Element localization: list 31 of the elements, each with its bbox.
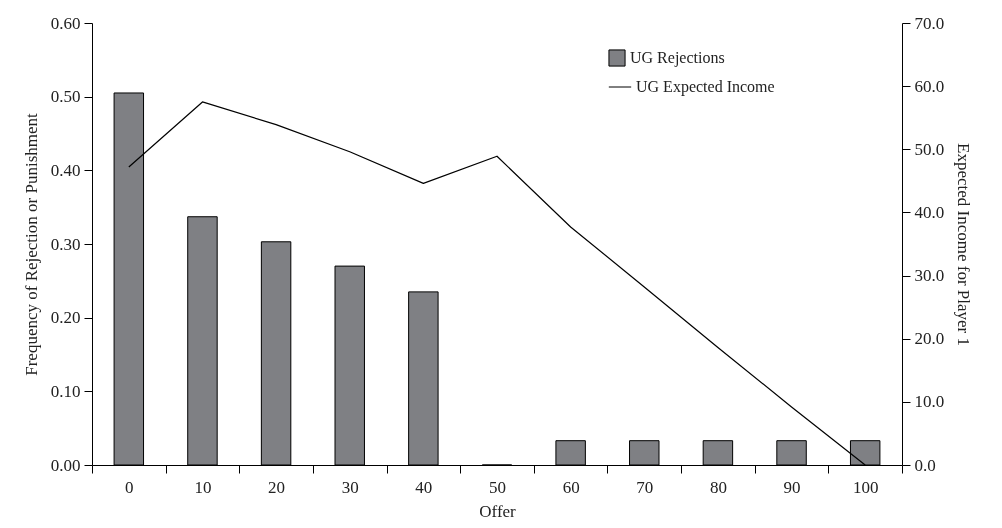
y2-tick-label: 50.0 [914,139,945,159]
y2-tick-label: 20.0 [914,329,945,349]
y2-tick-label: 10.0 [914,392,945,412]
y2-tick-label: 70.0 [914,13,945,33]
y-axis-title: Frequency of Rejection or Punishment [21,112,41,376]
y2-axis-title: Expected Income for Player 1 [954,143,974,346]
y2-tick-label: 30.0 [914,266,945,286]
x-tick-label: 100 [852,477,879,497]
x-axis-title: Offer [479,501,517,521]
y-tick-label: 0.10 [50,381,81,401]
y-tick-label: 0.60 [50,13,81,33]
x-tick-label: 80 [709,477,727,497]
x-tick-label: 90 [783,477,801,497]
y2-tick-label: 40.0 [914,202,945,222]
y-tick-label: 0.20 [50,308,81,328]
legend-label: UG Rejections [630,49,725,67]
y2-tick-label: 60.0 [914,76,945,96]
x-tick-label: 10 [194,477,212,497]
x-tick-label: 50 [489,477,506,497]
y-tick-label: 0.50 [50,87,81,107]
y-tick-label: 0.30 [50,234,81,254]
x-tick-label: 60 [562,477,580,497]
x-tick-label: 70 [636,477,654,497]
legend-label: UG Expected Income [636,78,775,96]
x-tick-label: 20 [268,477,286,497]
x-tick-label: 30 [341,477,359,497]
x-tick-label: 0 [125,477,134,497]
y-tick-label: 0.40 [50,160,81,180]
x-tick-label: 40 [415,477,433,497]
y2-tick-label: 0.0 [914,455,936,475]
y-tick-label: 0.00 [50,455,81,475]
